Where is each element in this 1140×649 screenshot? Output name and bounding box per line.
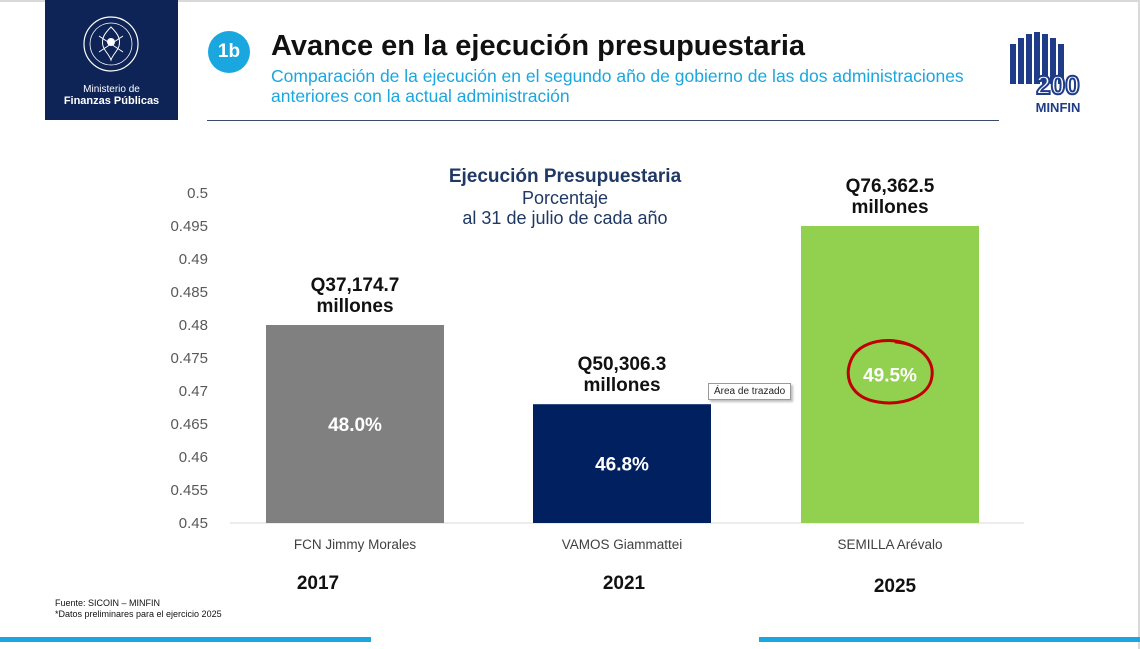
bar-2017[interactable]: [266, 325, 444, 523]
x-axis-labels: FCN Jimmy Morales VAMOS Giammattei SEMILLA…: [294, 537, 943, 552]
footer-accent-right: [759, 637, 1140, 642]
frame-top-border: [0, 0, 1140, 2]
preliminary-note: *Datos preliminares para el ejercicio 20…: [55, 609, 222, 619]
data-label-2021: 46.8%: [595, 455, 649, 476]
header-divider: [207, 120, 999, 121]
y-tick-label: 0.495: [170, 218, 208, 235]
y-tick-label: 0.5: [187, 185, 208, 202]
data-label-2017: 48.0%: [328, 415, 382, 436]
page-subtitle: Comparación de la ejecución en el segund…: [271, 66, 964, 106]
category-label-2021: VAMOS Giammattei: [562, 537, 683, 552]
y-tick-label: 0.485: [170, 284, 208, 301]
minfin-wordmark: MINFIN: [1036, 100, 1081, 115]
chart-title: Ejecución Presupuestaria: [448, 166, 682, 187]
y-tick-label: 0.475: [170, 350, 208, 367]
anniversary-number: 200: [1036, 70, 1079, 100]
y-tick-label: 0.47: [179, 383, 208, 400]
footer-accent-left: [0, 637, 371, 642]
year-label-2025: 2025: [873, 576, 917, 597]
amount-label-2025: Q76,362.5: [846, 176, 935, 197]
chart-subtitle-2: al 31 de julio de cada año: [462, 208, 668, 228]
amount-labels: Q37,174.7millonesQ50,306.3millonesQ76,36…: [311, 176, 935, 396]
y-tick-label: 0.45: [179, 515, 208, 532]
page-title: Avance en la ejecución presupuestaria: [271, 30, 806, 62]
highlight-circle: [846, 339, 934, 405]
value-labels: 48.0% 46.8% 49.5%: [328, 366, 917, 476]
category-label-2025: SEMILLA Arévalo: [837, 537, 942, 552]
y-tick-label: 0.455: [170, 482, 208, 499]
category-label-2017: FCN Jimmy Morales: [294, 537, 417, 552]
data-label-2025: 49.5%: [863, 366, 917, 387]
amount-label-2017: millones: [316, 296, 393, 317]
amount-label-2021: Q50,306.3: [578, 354, 667, 375]
y-tick-label: 0.465: [170, 416, 208, 433]
minfin-200-logo: 200 MINFIN: [1010, 32, 1081, 115]
amount-label-2025: millones: [851, 197, 928, 218]
building-icon: [1010, 32, 1064, 84]
source-note: Fuente: SICOIN – MINFIN *Datos prelimina…: [55, 598, 222, 620]
logo-text-ministerio: Ministerio de: [83, 84, 140, 95]
ministry-logo: Ministerio de Finanzas Públicas: [45, 0, 178, 120]
source-line: Fuente: SICOIN – MINFIN: [55, 598, 161, 608]
logo-text-finanzas: Finanzas Públicas: [63, 95, 160, 107]
chart-subtitle-1: Porcentaje: [521, 188, 609, 208]
section-badge: 1b: [208, 31, 250, 73]
y-tick-label: 0.49: [179, 251, 208, 268]
y-tick-label: 0.48: [179, 317, 208, 334]
amount-label-2017: Q37,174.7: [311, 275, 400, 296]
year-label-2021: 2021: [602, 573, 646, 594]
bars[interactable]: [266, 226, 979, 523]
y-axis: 0.5 0.495 0.49 0.485 0.48 0.475 0.47 0.465 0.46 0…: [170, 185, 208, 532]
plot-area-tooltip: Área de trazado: [708, 383, 792, 400]
y-tick-label: 0.46: [179, 449, 208, 466]
coat-of-arms-icon: [83, 16, 139, 72]
bar-2025[interactable]: [801, 226, 979, 523]
year-label-2017: 2017: [296, 573, 340, 594]
bar-2021[interactable]: [533, 404, 711, 523]
amount-label-2021: millones: [583, 375, 660, 396]
frame-right-border: [1138, 0, 1140, 649]
